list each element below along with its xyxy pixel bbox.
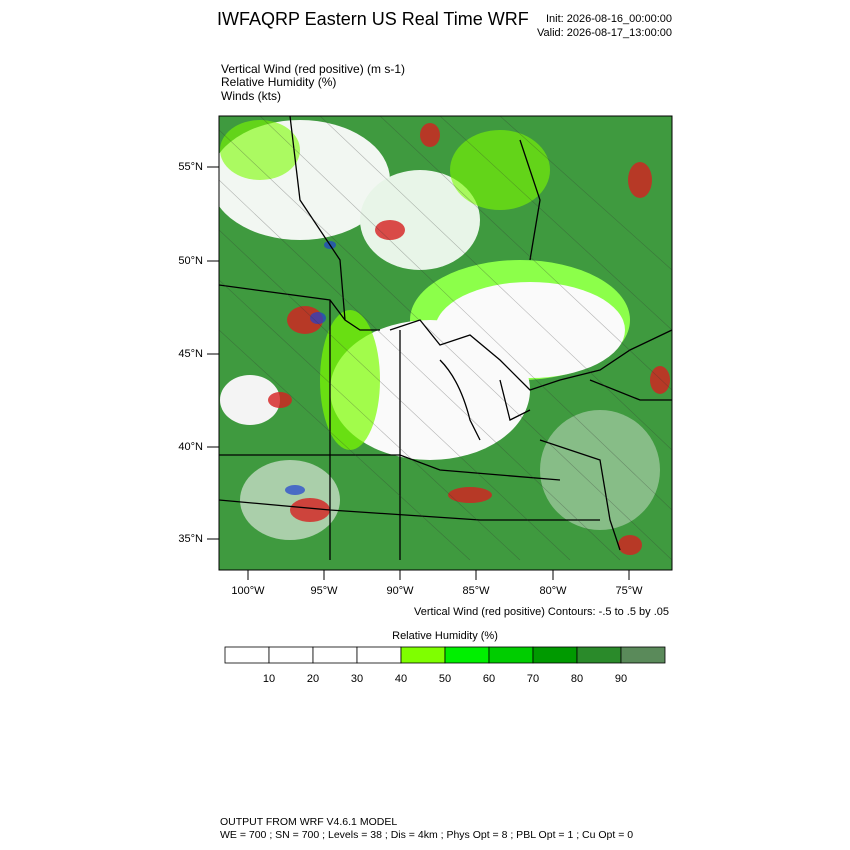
mixed-region	[540, 410, 660, 530]
lat-label: 45°N	[178, 348, 203, 360]
colorbar-box	[356, 646, 402, 664]
colorbar-box	[620, 646, 666, 664]
colorbar-title: Relative Humidity (%)	[392, 630, 498, 642]
mixed-region	[240, 460, 340, 540]
footer-line: WE = 700 ; SN = 700 ; Levels = 38 ; Dis …	[220, 829, 633, 841]
colorbar-tick-label: 50	[439, 673, 451, 685]
colorbar-tick-label: 40	[395, 673, 407, 685]
map	[218, 115, 673, 571]
colorbar-box	[444, 646, 490, 664]
colorbar-box	[268, 646, 314, 664]
field-label: Vertical Wind (red positive) (m s-1)	[221, 62, 405, 76]
lon-label: 90°W	[386, 585, 414, 597]
lon-label: 95°W	[310, 585, 338, 597]
footer-line: OUTPUT FROM WRF V4.6.1 MODEL	[220, 816, 397, 828]
boundaries	[219, 116, 672, 560]
colorbar-box	[488, 646, 534, 664]
lat-label: 35°N	[178, 533, 203, 545]
colorbar-box	[312, 646, 358, 664]
colorbar-box	[400, 646, 446, 664]
lon-label: 75°W	[615, 585, 643, 597]
dry-region	[220, 375, 280, 425]
colorbar: 10 20 30 40 50 60 70 80 90	[224, 646, 666, 685]
valid-time: Valid: 2026-08-17_13:00:00	[537, 27, 672, 39]
init-time: Init: 2026-08-16_00:00:00	[546, 13, 672, 25]
contour-note: Vertical Wind (red positive) Contours: -…	[414, 606, 669, 618]
colorbar-tick-label: 80	[571, 673, 583, 685]
field-label: Relative Humidity (%)	[221, 75, 336, 89]
colorbar-box	[532, 646, 578, 664]
lat-label: 55°N	[178, 161, 203, 173]
dry-region	[360, 170, 480, 270]
colorbar-tick-label: 70	[527, 673, 539, 685]
lon-label: 80°W	[539, 585, 567, 597]
colorbar-tick-label: 60	[483, 673, 495, 685]
colorbar-tick-label: 90	[615, 673, 627, 685]
lat-label: 50°N	[178, 255, 203, 267]
downdraft-spots	[285, 241, 336, 495]
colorbar-tick-label: 20	[307, 673, 319, 685]
moist-band	[220, 120, 300, 180]
map-frame	[218, 115, 673, 571]
lon-label: 100°W	[231, 585, 265, 597]
moist-band	[320, 310, 380, 450]
lat-label: 40°N	[178, 441, 203, 453]
colorbar-box	[576, 646, 622, 664]
field-label: Winds (kts)	[221, 89, 281, 103]
colorbar-tick-label: 30	[351, 673, 363, 685]
colorbar-tick-label: 10	[263, 673, 275, 685]
moist-band	[450, 130, 550, 210]
lon-label: 85°W	[462, 585, 490, 597]
wind-barbs	[219, 116, 672, 561]
colorbar-box	[224, 646, 270, 664]
title: IWFAQRP Eastern US Real Time WRF	[217, 9, 529, 29]
axes: 55°N 50°N 45°N 40°N 35°N 100°W 95°W 90°W 85°W 80°…	[178, 161, 643, 597]
dry-region	[330, 320, 530, 460]
